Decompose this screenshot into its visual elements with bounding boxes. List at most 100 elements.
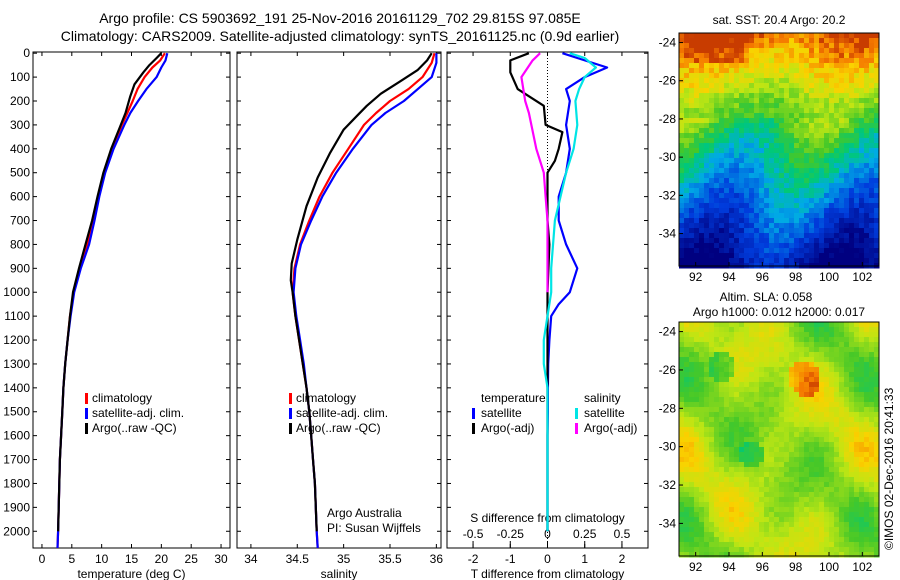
heatmap-cell [804,238,810,244]
heatmap-cell [839,552,845,558]
heatmap-cell [729,372,735,378]
heatmap-cell [859,138,865,144]
heatmap-cell [809,203,815,209]
heatmap-cell [734,253,740,259]
heatmap-cell [839,367,845,373]
heatmap-cell [849,93,855,99]
heatmap-cell [829,342,835,348]
heatmap-cell [824,502,830,508]
heatmap-cell [874,327,880,333]
heatmap-cell [779,178,785,184]
heatmap-cell [709,532,715,538]
heatmap-cell [744,472,750,478]
heatmap-cell [779,427,785,433]
heatmap-cell [854,397,860,403]
heatmap-cell [759,253,765,259]
heatmap-cell [869,477,875,483]
heatmap-cell [824,143,830,149]
heatmap-cell [694,98,700,104]
heatmap-cell [799,402,805,408]
heatmap-cell [744,392,750,398]
heatmap-cell [764,517,770,523]
heatmap-cell [709,128,715,134]
heatmap-cell [739,208,745,214]
x-tick-label: 94 [722,560,736,574]
heatmap-cell [854,163,860,169]
heatmap-cell [809,103,815,109]
heatmap-cell [759,477,765,483]
heatmap-cell [689,422,695,428]
heatmap-cell [799,472,805,478]
heatmap-cell [844,63,850,69]
heatmap-cell [834,467,840,473]
heatmap-cell [784,482,790,488]
heatmap-cell [734,258,740,264]
heatmap-cell [869,238,875,244]
heatmap-cell [789,552,795,558]
heatmap-cell [834,392,840,398]
heatmap-cell [694,38,700,44]
heatmap-cell [764,467,770,473]
heatmap-cell [829,213,835,219]
heatmap-cell [804,193,810,199]
heatmap-cell [839,78,845,84]
heatmap-cell [724,552,730,558]
heatmap-cell [844,78,850,84]
heatmap-cell [874,422,880,428]
heatmap-cell [744,223,750,229]
heatmap-cell [754,447,760,453]
heatmap-cell [824,467,830,473]
heatmap-cell [829,203,835,209]
heatmap-cell [704,552,710,558]
heatmap-cell [819,208,825,214]
heatmap-cell [709,522,715,528]
heatmap-cell [849,188,855,194]
heatmap-cell [809,477,815,483]
heatmap-cell [689,552,695,558]
heatmap-cell [819,497,825,503]
heatmap-cell [754,402,760,408]
heatmap-cell [864,193,870,199]
heatmap-cell [759,372,765,378]
heatmap-cell [869,48,875,54]
heatmap-cell [814,362,820,368]
heatmap-cell [744,477,750,483]
heatmap-cell [849,457,855,463]
heatmap-cell [759,38,765,44]
heatmap-cell [829,372,835,378]
heatmap-cell [794,387,800,393]
heatmap-cell [719,547,725,553]
heatmap-cell [684,412,690,418]
heatmap-cell [719,497,725,503]
heatmap-cell [874,253,880,259]
heatmap-cell [764,223,770,229]
heatmap-cell [769,153,775,159]
heatmap-cell [779,33,785,39]
heatmap-cell [849,462,855,468]
heatmap-cell [854,497,860,503]
heatmap-cell [799,407,805,413]
heatmap-cell [709,78,715,84]
heatmap-cell [829,552,835,558]
depth-tick-label: 1000 [3,285,30,299]
heatmap-cell [699,43,705,49]
heatmap-cell [814,487,820,493]
heatmap-cell [834,133,840,139]
heatmap-cell [734,143,740,149]
heatmap-cell [789,442,795,448]
heatmap-cell [809,193,815,199]
heatmap-cell [844,552,850,558]
heatmap-cell [854,422,860,428]
heatmap-cell [839,83,845,89]
heatmap-cell [839,53,845,59]
heatmap-cell [809,472,815,478]
heatmap-cell [734,442,740,448]
heatmap-cell [799,537,805,543]
heatmap-cell [819,43,825,49]
heatmap-cell [874,447,880,453]
heatmap-cell [814,243,820,249]
heatmap-cell [679,168,685,174]
heatmap-cell [779,512,785,518]
heatmap-cell [854,432,860,438]
heatmap-cell [859,512,865,518]
